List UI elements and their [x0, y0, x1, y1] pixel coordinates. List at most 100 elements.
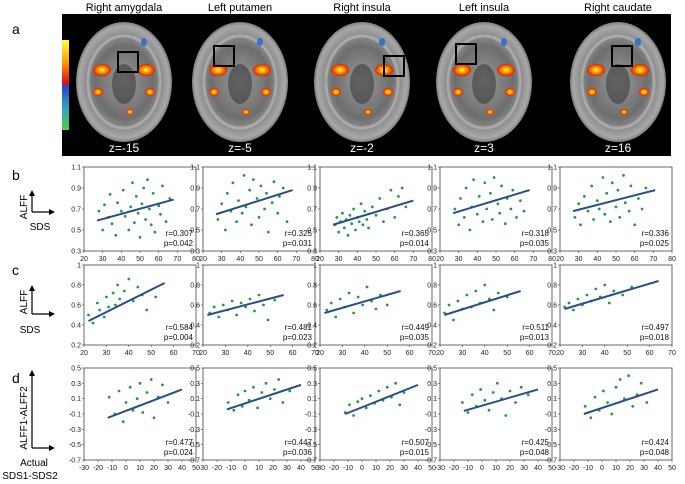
data-point [257, 216, 261, 219]
data-point [389, 188, 393, 192]
data-point [472, 178, 475, 182]
data-point [154, 295, 158, 299]
data-point [614, 385, 618, 389]
x-tick-label: 40 [236, 256, 244, 263]
x-tick-label: 40 [481, 350, 489, 357]
stat-p: p=0.024 [164, 448, 194, 457]
data-point [479, 388, 482, 391]
data-point [281, 401, 285, 404]
stat-p: p=0.042 [164, 239, 194, 248]
data-point [459, 197, 462, 200]
stat-r: r=0.365 [402, 229, 430, 238]
data-point [579, 223, 582, 227]
x-tick-label: 10 [372, 465, 380, 472]
data-point [212, 305, 216, 309]
x-tick-label: 0 [124, 465, 128, 472]
data-point [496, 381, 499, 385]
scatter-plot-d-2: -30 -20 -10 0 10 20 30 40 50 0.5 0.3 0.1 -0.1 -0.3 -0.… [188, 366, 319, 473]
data-point [592, 218, 595, 221]
y-tick-label: 1.1 [190, 165, 200, 172]
data-point [487, 408, 491, 412]
data-point [263, 207, 266, 211]
x-tick-label: -10 [583, 465, 593, 472]
x-tick-label: -30 [435, 465, 445, 472]
data-point [96, 301, 99, 305]
row-b-axis-indicator: ALFF SDS [19, 190, 55, 233]
data-point [483, 398, 487, 402]
ventricle [606, 64, 630, 104]
y-tick-label: 0.6 [427, 303, 437, 310]
data-point [522, 209, 526, 213]
data-point [244, 305, 248, 309]
x-tick-label: 60 [526, 350, 534, 357]
y-tick-label: 0.1 [307, 396, 317, 403]
x-tick-label: 10 [492, 465, 500, 472]
data-point [443, 311, 446, 315]
x-tick-label: 60 [631, 256, 639, 263]
y-tick-label: -0.7 [188, 458, 200, 465]
data-point [136, 285, 140, 289]
data-point [236, 393, 240, 397]
y-tick-label: 0.6 [307, 303, 317, 310]
stat-p: p=0.013 [520, 333, 550, 342]
activation-blob [453, 88, 463, 96]
x-tick-label: 30 [579, 350, 587, 357]
plot-frame [83, 264, 197, 346]
x-tick-label: 60 [391, 256, 399, 263]
data-point [347, 291, 351, 295]
y-tick-label: -0.1 [305, 412, 317, 419]
data-point [123, 214, 127, 218]
x-tick-label: 50 [612, 256, 620, 263]
data-point [462, 216, 466, 219]
x-tick-label: 30 [575, 256, 583, 263]
scatter-plot-b-4: 20 30 40 50 60 70 80 1.1 0.9 0.7 0.5 0.3 r=0.318p=0.… [427, 165, 556, 264]
data-point [230, 299, 234, 303]
y-tick-label: 1 [77, 263, 81, 270]
data-point [136, 211, 140, 215]
x-tick-label: 40 [117, 256, 125, 263]
x-tick-label: 40 [361, 350, 369, 357]
stat-p: p=0.035 [520, 239, 550, 248]
data-point [348, 403, 351, 407]
stat-r: r=0.318 [522, 229, 550, 238]
data-point [145, 391, 149, 394]
data-point [98, 308, 102, 312]
deactivation-blob [379, 38, 385, 46]
data-point [586, 209, 590, 213]
data-point [374, 307, 378, 311]
row-d-xlabel-line2: SDS1-SDS2 [2, 471, 58, 482]
x-tick-label: 40 [244, 350, 252, 357]
z-label-4: z=3 [474, 141, 494, 155]
stat-r: r=0.425 [522, 438, 550, 447]
x-tick-label: 40 [654, 465, 662, 472]
data-point [637, 197, 640, 200]
data-point [250, 223, 253, 227]
plot-frame [202, 367, 316, 461]
x-tick-label: -20 [329, 465, 339, 472]
data-point [285, 220, 289, 224]
data-point [597, 207, 601, 211]
brain-title-left-insula: Left insula [459, 2, 510, 14]
z-label-1: z=-15 [109, 141, 140, 155]
x-tick-label: 70 [311, 350, 319, 357]
data-point [614, 205, 618, 209]
stat-r: r=0.449 [402, 323, 430, 332]
data-point [356, 400, 360, 404]
y-tick-label: 0.3 [427, 381, 437, 388]
data-point [468, 228, 472, 232]
x-tick-label: 30 [400, 465, 408, 472]
x-tick-label: 10 [612, 465, 620, 472]
data-point [256, 406, 259, 410]
stat-r: r=0.511 [522, 323, 549, 332]
data-point [239, 301, 243, 305]
x-tick-label: 0 [600, 465, 604, 472]
x-tick-label: 70 [292, 256, 300, 263]
data-point [573, 216, 577, 219]
data-point [400, 186, 404, 190]
x-tick-label: 70 [192, 350, 200, 357]
data-point [121, 420, 125, 424]
data-point [105, 295, 108, 299]
y-tick-label: -0.3 [188, 427, 200, 434]
x-tick-label: 50 [311, 465, 319, 472]
